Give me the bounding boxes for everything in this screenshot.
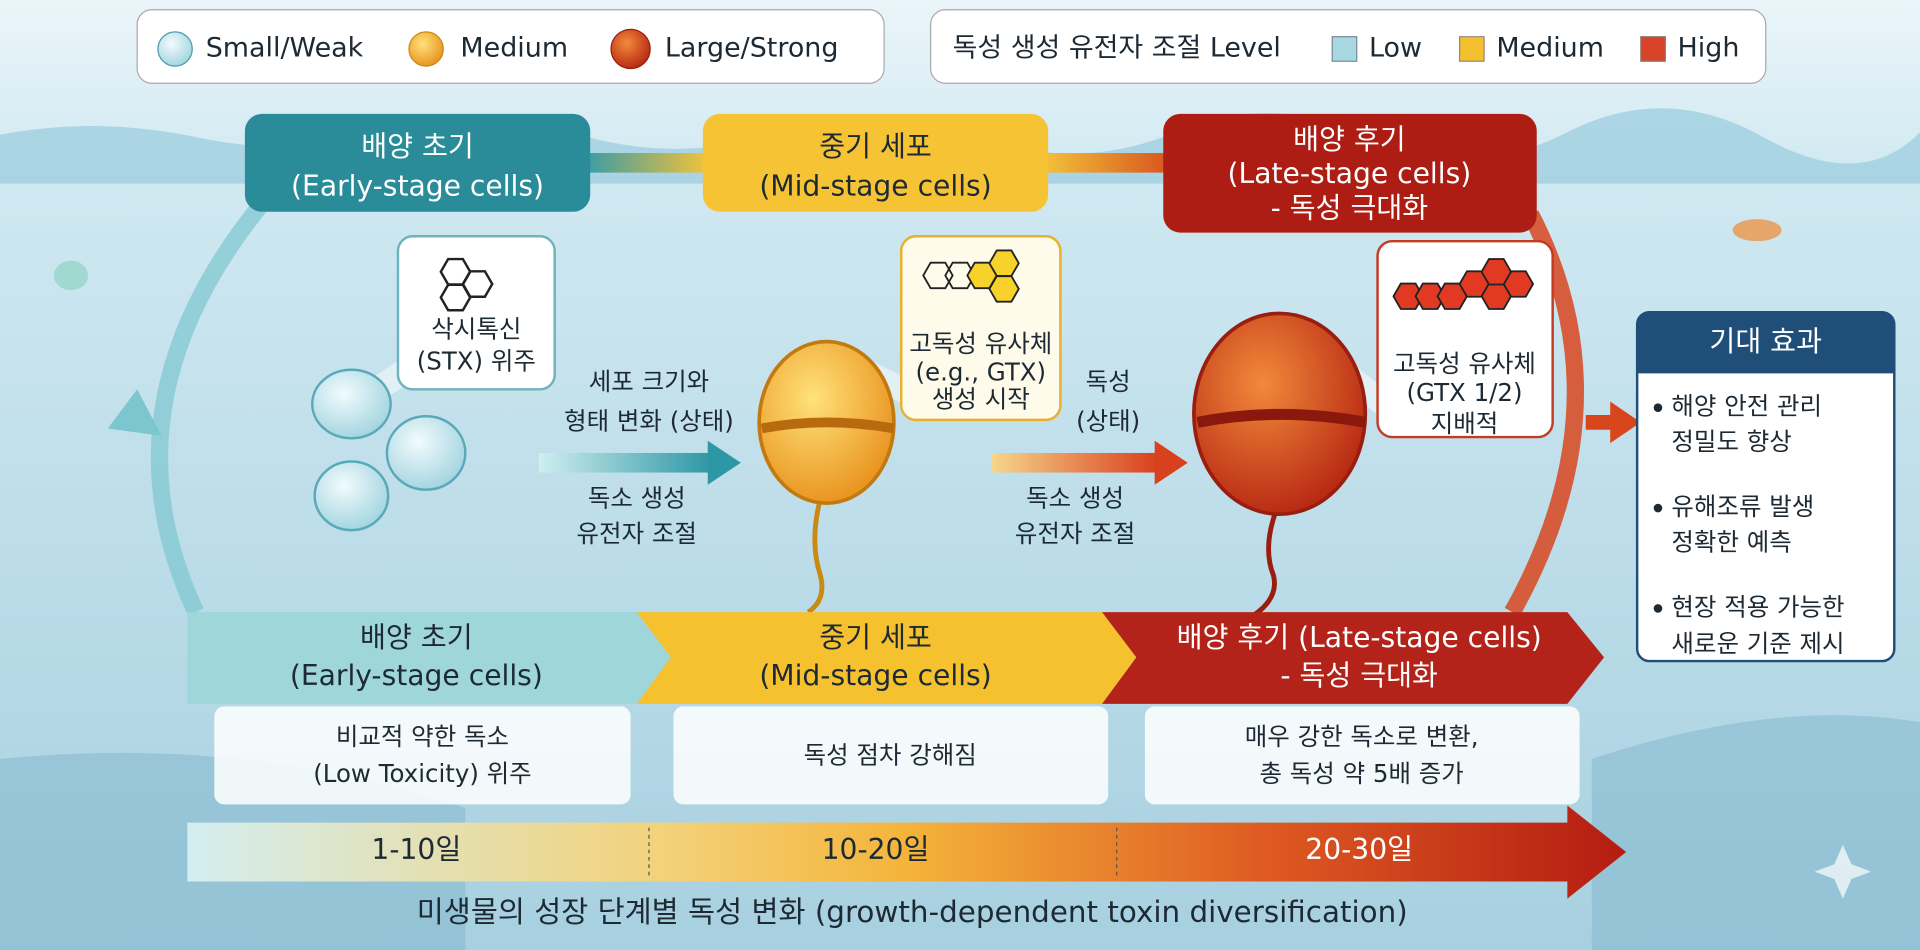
early-cells (311, 368, 467, 532)
molecule-label: (STX) 위주 (417, 346, 536, 375)
stage-note: - 독성 극대화 (1271, 191, 1429, 224)
legend-label: Low (1369, 32, 1422, 63)
stage-description: 독성 점차 강해짐 (804, 741, 977, 770)
transition-label: 형태 변화 (상태) (564, 406, 734, 435)
effect-item: 유해조류 발생 (1671, 492, 1814, 521)
effect-item: 새로운 기준 제시 (1671, 629, 1844, 658)
stage-subtitle: - 독성 극대화 (1280, 659, 1438, 692)
transition-arrow (538, 452, 711, 473)
timeline-arrow (187, 805, 1627, 899)
sparkle (1814, 844, 1872, 899)
stage-subtitle: (Early-stage cells) (290, 659, 543, 692)
arrowhead (1154, 440, 1188, 485)
legend-cell-medium (408, 31, 444, 67)
molecule-label: 고독성 유사체 (909, 329, 1052, 358)
cell-groove (1196, 408, 1367, 428)
effect-item: 정밀도 향상 (1671, 427, 1791, 456)
jellyfish (53, 260, 89, 291)
connector (585, 153, 708, 173)
molecule-label: 삭시톡신 (431, 315, 521, 344)
molecule-label: 고독성 유사체 (1393, 349, 1536, 378)
molecule-box (396, 235, 556, 391)
transition-label: 세포 크기와 (589, 367, 709, 396)
molecule-box (900, 235, 1062, 422)
molecule-label: 지배적 (1431, 409, 1499, 438)
stage-title: 배양 후기 (Late-stage cells) (1177, 621, 1542, 654)
stage-title: 중기 세포 (819, 130, 932, 163)
legend-label: Large/Strong (665, 32, 839, 63)
timeline-label: 10-20일 (822, 833, 930, 866)
stage-title: 배양 초기 (360, 621, 473, 654)
legend-swatch (1640, 36, 1666, 62)
molecule-label: 생성 시작 (932, 384, 1030, 413)
size-legend-box (136, 9, 885, 84)
stage-header (244, 113, 591, 212)
effects-title: 기대 효과 (1709, 325, 1822, 358)
description-box (1144, 706, 1580, 805)
description-box (673, 706, 1109, 805)
legend-label: Small/Weak (206, 32, 364, 63)
legend-swatch (1331, 36, 1358, 62)
effect-item: 정확한 예측 (1671, 528, 1791, 557)
stage-description: (Low Toxicity) 위주 (313, 759, 531, 788)
footer-title: 미생물의 성장 단계별 독성 변화 (growth-dependent toxi… (417, 895, 1408, 929)
arrowhead (107, 389, 162, 436)
transition-arrow (991, 452, 1158, 473)
stage-chevron (1102, 612, 1605, 704)
stage-description: 비교적 약한 독소 (336, 722, 509, 751)
transition-label: 유전자 조절 (577, 519, 697, 548)
bullet (1653, 403, 1663, 412)
flagellum (806, 488, 826, 615)
stage-title: 배양 초기 (361, 130, 474, 163)
stage-subtitle: (Mid-stage cells) (759, 169, 991, 202)
legend-label: Medium (1496, 32, 1604, 63)
molecule-label: (GTX 1/2) (1406, 378, 1522, 407)
molecule-box (1376, 239, 1554, 439)
stage-subtitle: (Late-stage cells) (1228, 157, 1472, 190)
effect-item: 현장 적용 가능한 (1671, 592, 1844, 621)
arrowhead (1610, 401, 1641, 444)
effects-header (1637, 312, 1895, 374)
stage-header (702, 113, 1049, 212)
molecule-label: (e.g., GTX) (916, 357, 1047, 386)
transition-label: 유전자 조절 (1015, 519, 1135, 548)
legend-cell-large (610, 28, 651, 70)
effect-item: 해양 안전 관리 (1671, 392, 1822, 421)
stage-title: 배양 후기 (1293, 123, 1406, 156)
timeline-label: 20-30일 (1305, 833, 1413, 866)
stage-header (1163, 113, 1537, 233)
arrowhead (707, 440, 741, 485)
legend-label: High (1678, 32, 1740, 63)
stage-description: 매우 강한 독소로 변환, (1245, 722, 1479, 751)
bullet (1653, 503, 1663, 513)
transition-label: (상태) (1076, 406, 1140, 435)
legend-cell-small (157, 31, 193, 67)
cell-groove (760, 417, 895, 434)
fish (1732, 219, 1782, 242)
bullet (1653, 604, 1663, 613)
transition-label: 독소 생성 (588, 483, 686, 512)
stage-title: 중기 세포 (819, 621, 932, 654)
cycle-arrow-left (150, 196, 270, 616)
description-box (214, 706, 631, 805)
legend-swatch (1458, 36, 1485, 62)
stage-subtitle: (Mid-stage cells) (759, 659, 991, 692)
connector (1043, 153, 1169, 173)
transition-label: 독성 (1086, 367, 1131, 396)
legend-title: 독성 생성 유전자 조절 Level (953, 32, 1281, 63)
stage-subtitle: (Early-stage cells) (291, 169, 544, 202)
legend-label: Medium (460, 32, 568, 63)
stage-description: 총 독성 약 5배 증가 (1259, 759, 1463, 788)
flagellum (1247, 500, 1282, 621)
stage-chevron (187, 612, 672, 704)
stage-chevron (636, 612, 1137, 704)
timeline-label: 1-10일 (371, 833, 461, 866)
transition-label: 독소 생성 (1026, 483, 1124, 512)
